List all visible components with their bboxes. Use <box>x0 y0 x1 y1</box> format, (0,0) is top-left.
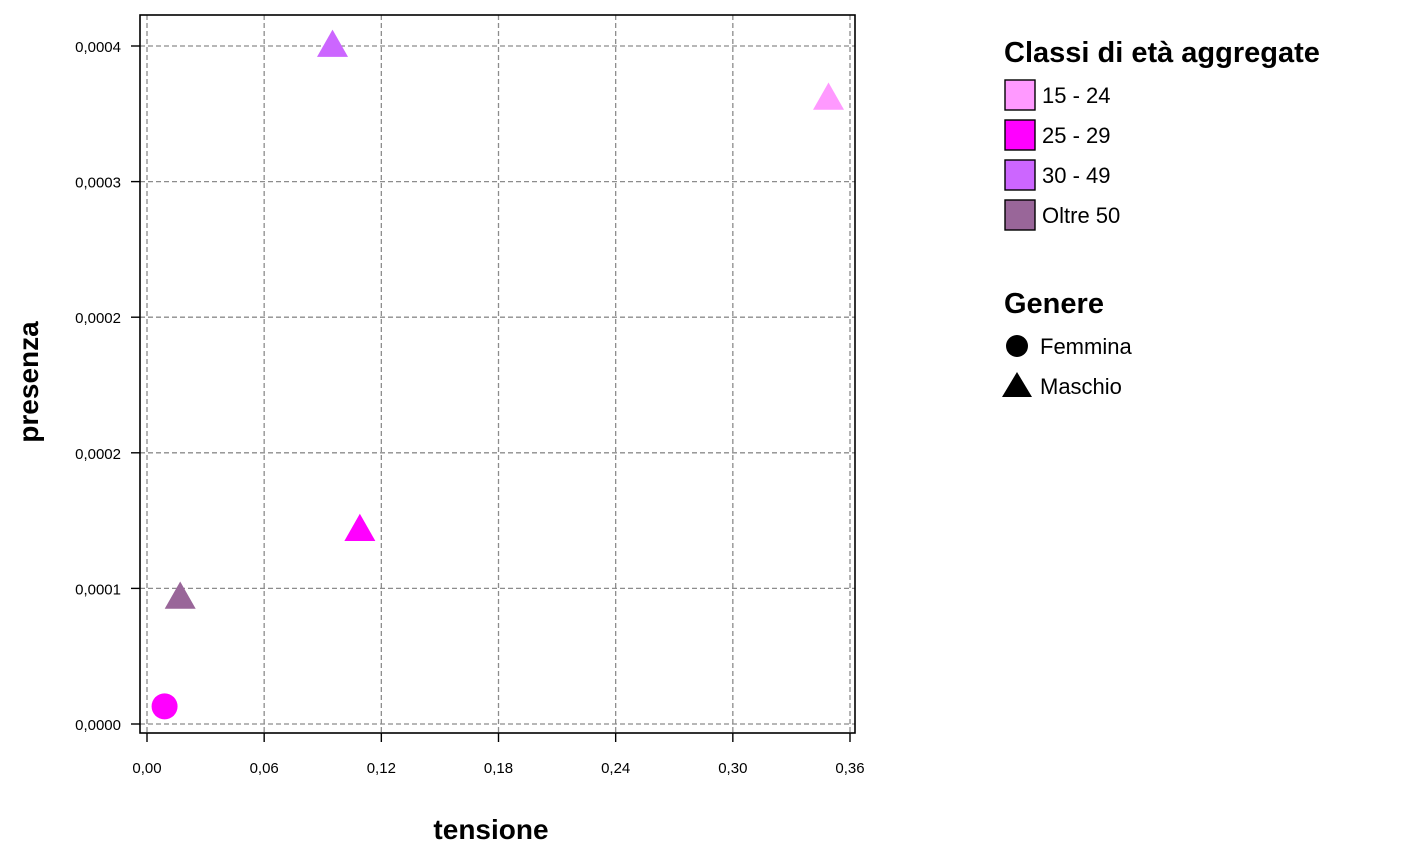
y-tick-label-2: 0,0002 <box>75 446 121 463</box>
data-point-1 <box>164 581 196 609</box>
data-point-2 <box>317 29 349 57</box>
x-tick-label-0: 0,00 <box>132 760 161 777</box>
triangle-legend-icon <box>1002 372 1032 397</box>
legend: Classi di età aggregate Genere 15 - 24 25… <box>1002 37 1320 399</box>
shape-legend-label-1: Maschio <box>1040 374 1122 399</box>
x-tick-label-5: 0,30 <box>718 760 747 777</box>
x-tick-label-6: 0,36 <box>835 760 864 777</box>
shape-legend-item-1: Maschio <box>1002 372 1122 399</box>
x-tick-label-3: 0,18 <box>484 760 513 777</box>
plot-frame <box>139 14 856 734</box>
data-point-4 <box>813 82 845 110</box>
y-tick-label-0: 0,0000 <box>75 717 121 734</box>
color-legend-item-3: Oltre 50 <box>1004 199 1120 231</box>
plot-background <box>140 15 855 733</box>
color-legend-item-1: 25 - 29 <box>1004 119 1111 151</box>
shape-legend-title: Genere <box>1004 288 1104 320</box>
color-legend-label-0: 15 - 24 <box>1042 83 1111 108</box>
data-points <box>151 29 845 720</box>
y-tick-label-5: 0,0004 <box>75 39 121 56</box>
circle-legend-icon <box>1006 335 1028 357</box>
color-legend-swatch-0 <box>1004 79 1036 111</box>
color-legend-item-0: 15 - 24 <box>1004 79 1111 111</box>
x-axis-title: tensione <box>433 814 548 845</box>
color-legend-swatch-2 <box>1004 159 1036 191</box>
color-legend-label-1: 25 - 29 <box>1042 123 1111 148</box>
x-tick-label-1: 0,06 <box>250 760 279 777</box>
y-tick-label-1: 0,0001 <box>75 581 121 598</box>
color-legend-item-2: 30 - 49 <box>1004 159 1111 191</box>
x-tick-label-2: 0,12 <box>367 760 396 777</box>
color-legend-label-2: 30 - 49 <box>1042 163 1111 188</box>
axes: 0,00 0,06 0,12 0,18 0,24 0,30 0,36 0,0000 0,0001… <box>75 14 865 777</box>
color-legend-title: Classi di età aggregate <box>1004 37 1320 69</box>
data-point-3 <box>344 513 376 542</box>
shape-legend-item-0: Femmina <box>1006 334 1132 359</box>
y-tick-label-4: 0,0003 <box>75 175 121 192</box>
y-tick-label-3: 0,0002 <box>75 310 121 327</box>
x-tick-label-4: 0,24 <box>601 760 630 777</box>
plot-area <box>140 15 855 733</box>
color-legend-swatch-1 <box>1004 119 1036 151</box>
data-point-0 <box>151 693 178 720</box>
shape-legend-label-0: Femmina <box>1040 334 1132 359</box>
color-legend-label-3: Oltre 50 <box>1042 203 1120 228</box>
color-legend-swatch-3 <box>1004 199 1036 231</box>
y-axis-title: presenza <box>13 321 44 443</box>
